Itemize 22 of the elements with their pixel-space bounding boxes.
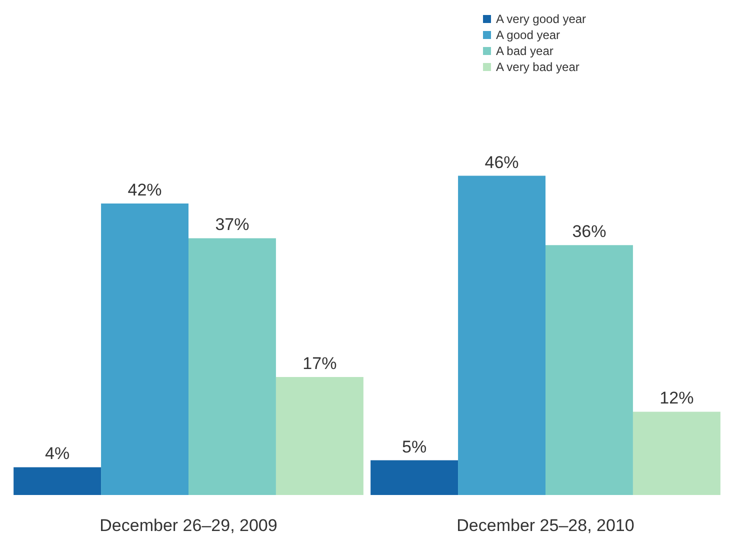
bar: [546, 245, 633, 495]
data-label: 17%: [302, 354, 337, 374]
data-label: 4%: [45, 444, 70, 464]
legend-label: A good year: [496, 28, 560, 42]
data-label: 12%: [660, 388, 694, 408]
x-tick-label: December 26–29, 2009: [100, 516, 278, 535]
bar: [101, 204, 188, 495]
data-label: 5%: [402, 437, 427, 456]
legend-label: A bad year: [496, 44, 554, 58]
x-tick-label: December 25–28, 2010: [456, 516, 634, 535]
bar: [188, 238, 276, 495]
bar: [14, 467, 102, 495]
bar: [632, 412, 720, 495]
data-label: 37%: [215, 215, 250, 234]
data-label: 42%: [128, 180, 162, 200]
bar: [276, 377, 364, 495]
bar: [370, 460, 458, 495]
data-label: 36%: [572, 222, 606, 242]
legend-label: A very good year: [496, 12, 586, 26]
legend-label: A very bad year: [496, 60, 580, 74]
data-label: 46%: [484, 152, 519, 172]
bar: [458, 176, 546, 495]
